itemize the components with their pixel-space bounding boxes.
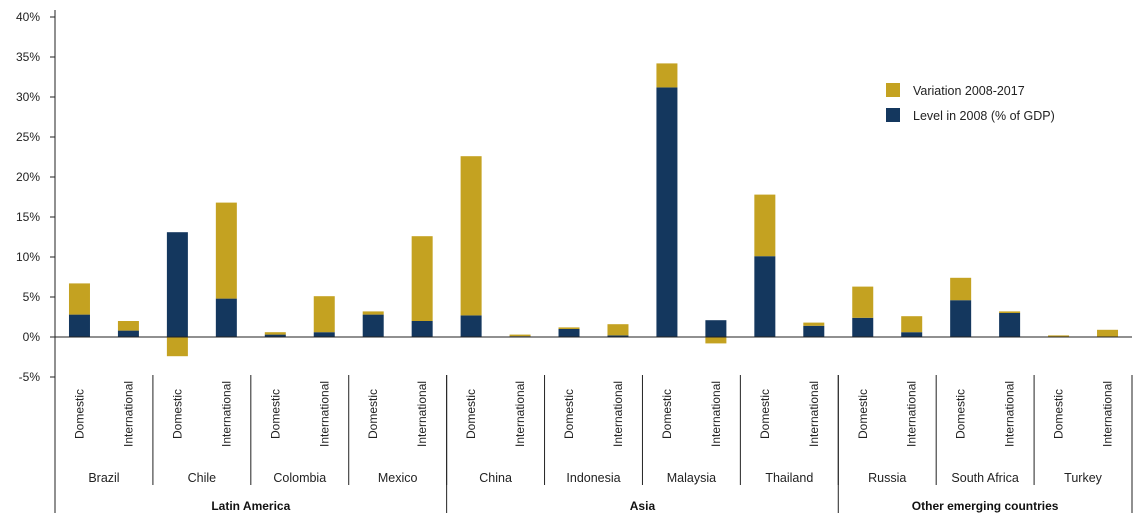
y-tick-label: 5%	[23, 290, 41, 304]
sub-category-label: Domestic	[954, 389, 968, 439]
region-label: Latin America	[211, 499, 290, 513]
bar-level-2008	[460, 315, 482, 337]
y-tick-label: 35%	[16, 50, 40, 64]
legend-label: Level in 2008 (% of GDP)	[913, 109, 1055, 123]
bar-variation-2008-2017	[607, 324, 629, 336]
y-tick-label: -5%	[19, 370, 41, 384]
bar-variation-2008-2017	[509, 334, 531, 337]
region-label: Other emerging countries	[912, 499, 1059, 513]
sub-category-label: International	[317, 381, 331, 447]
y-tick-label: 25%	[16, 130, 40, 144]
sub-category-label: Domestic	[464, 389, 478, 439]
bar-variation-2008-2017	[1048, 335, 1070, 337]
bar-variation-2008-2017	[754, 194, 776, 257]
country-label: Thailand	[765, 471, 813, 485]
bar-level-2008	[803, 325, 825, 337]
bar-level-2008	[264, 334, 286, 337]
bar-variation-2008-2017	[215, 202, 237, 299]
sub-category-label: Domestic	[170, 389, 184, 439]
bar-variation-2008-2017	[313, 296, 335, 333]
sub-category-label: International	[1101, 381, 1115, 447]
bar-level-2008	[558, 329, 580, 337]
bar-variation-2008-2017	[362, 311, 384, 315]
country-label: China	[479, 471, 512, 485]
axes	[54, 10, 1133, 513]
sub-category-label: Domestic	[856, 389, 870, 439]
sub-category-label: Domestic	[758, 389, 772, 439]
bar-variation-2008-2017	[166, 337, 188, 357]
bar-variation-2008-2017	[705, 337, 727, 344]
bar-level-2008	[313, 332, 335, 337]
bar-level-2008	[117, 330, 139, 337]
sub-category-label: International	[709, 381, 723, 447]
country-label: Indonesia	[566, 471, 620, 485]
y-axis-ticks: -5% 0% 5% 10% 15% 20% 25% 30% 35% 40%	[16, 10, 55, 384]
y-tick-label: 40%	[16, 10, 40, 24]
bar-level-2008	[999, 313, 1021, 337]
bar-level-2008	[852, 317, 874, 337]
country-label: Mexico	[378, 471, 418, 485]
country-label: Colombia	[273, 471, 326, 485]
sub-category-label: Domestic	[268, 389, 282, 439]
sub-category-label: Domestic	[562, 389, 576, 439]
bar-variation-2008-2017	[117, 321, 139, 331]
y-tick-label: 30%	[16, 90, 40, 104]
bar-variation-2008-2017	[803, 322, 825, 326]
sub-category-label: International	[1003, 381, 1017, 447]
country-label: Russia	[868, 471, 906, 485]
sub-category-label: International	[611, 381, 625, 447]
country-label: South Africa	[951, 471, 1018, 485]
sub-category-label: International	[121, 381, 135, 447]
y-tick-label: 20%	[16, 170, 40, 184]
sub-category-label: International	[807, 381, 821, 447]
sub-category-label: Domestic	[660, 389, 674, 439]
bar-level-2008	[607, 335, 629, 337]
y-tick-label: 10%	[16, 250, 40, 264]
country-label: Chile	[188, 471, 217, 485]
bar-variation-2008-2017	[1097, 329, 1119, 337]
sub-category-label: International	[905, 381, 919, 447]
bar-variation-2008-2017	[999, 311, 1021, 313]
sub-category-label: International	[219, 381, 233, 447]
bar-variation-2008-2017	[950, 277, 972, 301]
region-label: Asia	[630, 499, 656, 513]
legend-swatch	[886, 108, 900, 122]
sub-category-label: International	[513, 381, 527, 447]
bar-level-2008	[656, 87, 678, 338]
bar-variation-2008-2017	[68, 283, 90, 315]
country-label: Malaysia	[667, 471, 716, 485]
bar-level-2008	[362, 314, 384, 337]
bar-variation-2008-2017	[901, 316, 923, 333]
bar-variation-2008-2017	[264, 332, 286, 335]
sub-category-label: Domestic	[72, 389, 86, 439]
bar-level-2008	[411, 321, 433, 337]
y-tick-label: 15%	[16, 210, 40, 224]
bar-level-2008	[68, 314, 90, 337]
bar-variation-2008-2017	[460, 156, 482, 316]
bar-level-2008	[754, 256, 776, 337]
sub-category-label: Domestic	[1052, 389, 1066, 439]
bar-level-2008	[166, 232, 188, 337]
bar-variation-2008-2017	[656, 63, 678, 88]
bar-variation-2008-2017	[411, 236, 433, 321]
country-label: Brazil	[88, 471, 119, 485]
legend-label: Variation 2008-2017	[913, 84, 1025, 98]
bar-variation-2008-2017	[852, 286, 874, 318]
bar-level-2008	[950, 300, 972, 337]
y-tick-label: 0%	[23, 330, 41, 344]
bar-level-2008	[215, 298, 237, 337]
country-label: Turkey	[1064, 471, 1102, 485]
sub-category-label: Domestic	[366, 389, 380, 439]
legend-swatch	[886, 83, 900, 97]
bars-layer	[68, 63, 1119, 357]
bar-level-2008	[901, 332, 923, 337]
bar-level-2008	[705, 320, 727, 337]
bar-variation-2008-2017	[558, 327, 580, 329]
sub-category-label: International	[415, 381, 429, 447]
legend: Variation 2008-2017 Level in 2008 (% of G…	[886, 83, 1055, 123]
x-axis-labels: Domestic International Domestic Internation…	[72, 381, 1114, 513]
